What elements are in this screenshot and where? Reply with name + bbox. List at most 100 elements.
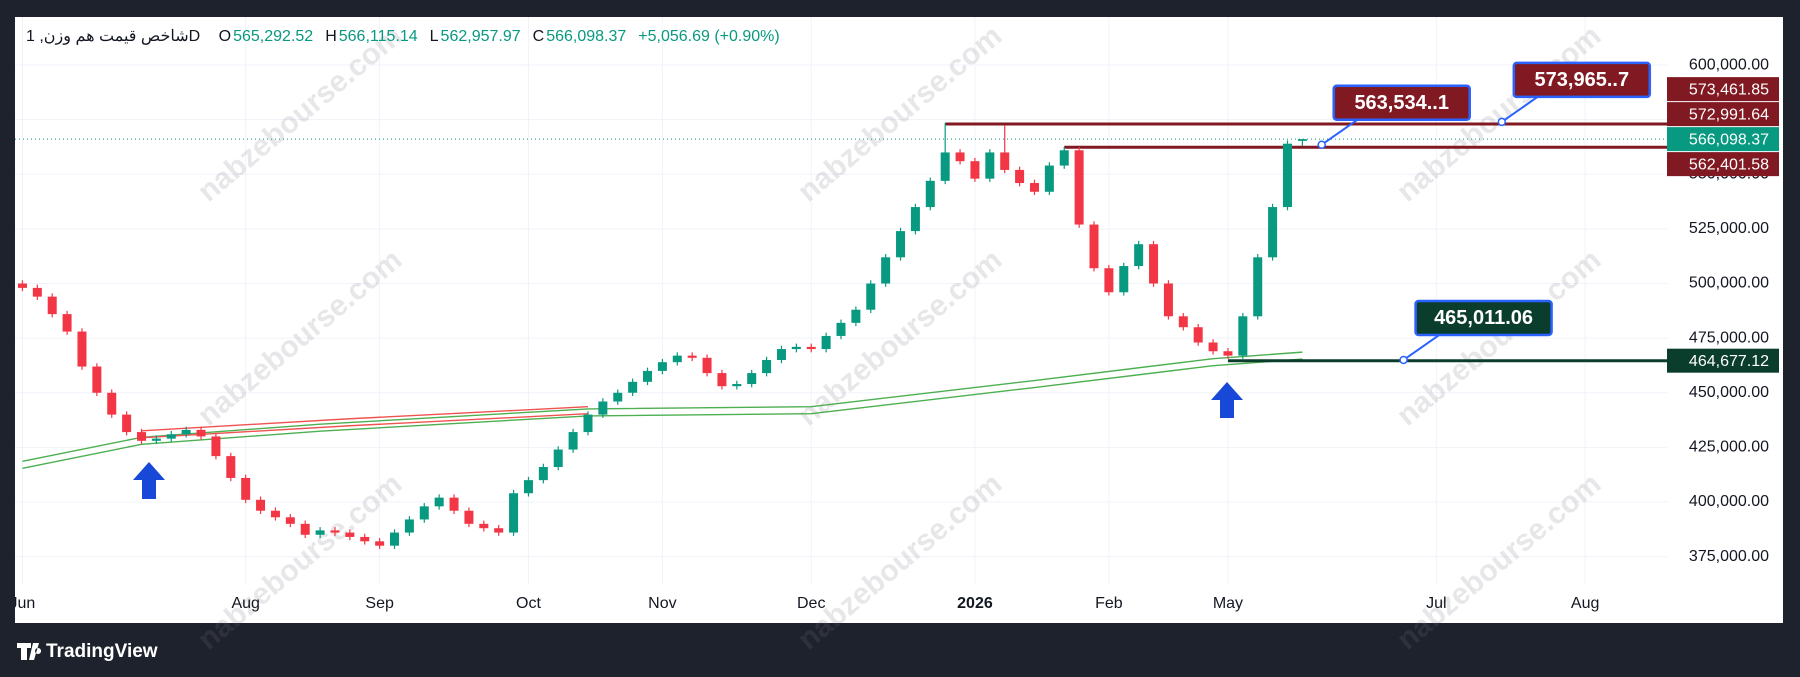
callout-box — [1414, 299, 1553, 337]
candle-body — [137, 432, 147, 441]
candle-body — [434, 497, 444, 507]
moving-average — [141, 406, 589, 432]
price-label-box — [1667, 127, 1779, 152]
arrow-up — [1211, 382, 1243, 418]
candle-body — [643, 370, 653, 382]
candle-body — [1253, 257, 1263, 317]
candle-body — [47, 296, 57, 315]
candle-body — [509, 493, 519, 533]
change: +5,056.69 (+0.90%) — [638, 28, 780, 45]
x-tick-label: 2026 — [957, 595, 993, 612]
ohlc-key: C — [532, 28, 545, 45]
candle-body — [836, 322, 846, 336]
candle-body — [791, 346, 801, 350]
y-tick-label: 425,000.00 — [1689, 439, 1769, 456]
x-tick-label: Oct — [516, 595, 541, 612]
x-tick-label: Dec — [797, 595, 825, 612]
x-tick-label: Aug — [231, 595, 259, 612]
candle-body — [910, 207, 920, 232]
x-tick-label: Jul — [1426, 595, 1446, 612]
y-tick-label: 375,000.00 — [1689, 548, 1769, 565]
candle-body — [1163, 283, 1173, 317]
callout-connector — [1501, 93, 1543, 123]
y-tick-label: 500,000.00 — [1689, 275, 1769, 292]
candle-body — [256, 499, 266, 511]
candle-body — [330, 530, 340, 533]
candle-body — [166, 434, 176, 439]
callout-anchor — [1399, 355, 1408, 365]
candle-body — [717, 373, 727, 387]
ohlc-value: 565,292.52 — [233, 28, 314, 45]
candle-body — [881, 257, 891, 284]
callout-box — [1512, 61, 1652, 99]
callout-label: 465,011.06 — [1434, 307, 1533, 329]
price-axis: 375,000.00 400,000.00 425,000.00 450,000.00… — [1667, 56, 1779, 565]
candle-body — [806, 346, 816, 350]
candle-body — [1000, 152, 1010, 170]
candle-body — [122, 414, 132, 433]
plot: Jun Aug Sep Oct Nov Dec 2026 Feb May Jul Aug — [10, 122, 1667, 612]
candle-body — [226, 456, 236, 478]
candle-body — [628, 381, 638, 393]
candle-body — [940, 152, 950, 181]
x-tick-label: Aug — [1571, 595, 1599, 612]
candle-body — [1029, 183, 1039, 192]
candle-body — [1119, 266, 1129, 293]
callout-connector — [1402, 331, 1445, 361]
annotations: 563,534..1 573,965..7 465,011.06 — [1317, 61, 1652, 365]
symbol: شاخص قیمت هم وزن, 1D — [26, 28, 201, 45]
candle-body — [1223, 351, 1233, 356]
candle-body — [1208, 342, 1218, 352]
callout-anchor — [1317, 140, 1326, 149]
candle-body — [77, 331, 87, 367]
candle-body — [866, 283, 876, 310]
candle-body — [1193, 327, 1203, 343]
ohlc-value: 566,115.14 — [338, 28, 418, 45]
price-label: 572,991.64 — [1689, 106, 1769, 123]
candle-body — [285, 517, 295, 524]
candle-body — [449, 497, 459, 511]
candle-body — [375, 541, 385, 546]
candle-body — [270, 510, 280, 518]
y-tick-label: 600,000.00 — [1689, 56, 1769, 73]
candle-body — [732, 384, 742, 387]
y-tick-label: 450,000.00 — [1689, 384, 1769, 401]
candle-body — [851, 309, 861, 323]
legend-header: شاخص قیمت هم وزن, 1D O 565,292.52 H 566,115… — [26, 26, 792, 46]
candle-body — [523, 480, 533, 494]
candle-body — [390, 532, 400, 546]
candle-body — [211, 436, 221, 457]
candle-body — [1282, 143, 1292, 208]
candle-body — [315, 530, 325, 535]
candle-body — [1238, 316, 1248, 356]
candle-body — [687, 355, 697, 358]
candle-body — [925, 180, 935, 208]
candle-body — [32, 287, 42, 297]
price-label: 464,677.12 — [1689, 353, 1769, 370]
x-tick-label: Jun — [10, 595, 36, 612]
y-tick-label: 400,000.00 — [1689, 493, 1769, 510]
candle-body — [464, 510, 474, 524]
price-label: 566,098.37 — [1689, 131, 1769, 148]
candle-body — [985, 152, 995, 179]
price-label-box — [1667, 152, 1779, 177]
brand-name: TradingView — [46, 641, 158, 662]
price-label-box — [1667, 348, 1779, 373]
candle-body — [181, 429, 191, 435]
ohlc-key: L — [429, 28, 439, 45]
candle-body — [1074, 150, 1084, 225]
price-label-box — [1667, 102, 1779, 127]
candle-body — [1134, 244, 1144, 267]
candle-body — [568, 432, 578, 450]
candle-body — [1044, 165, 1054, 192]
callout-box — [1332, 84, 1471, 121]
grid — [15, 17, 1667, 585]
candle-body — [107, 392, 117, 415]
candle-body — [598, 401, 608, 415]
candle-body — [1297, 139, 1307, 141]
price-label: 562,401.58 — [1689, 156, 1769, 173]
moving-average — [141, 413, 589, 439]
candle-body — [657, 362, 667, 371]
